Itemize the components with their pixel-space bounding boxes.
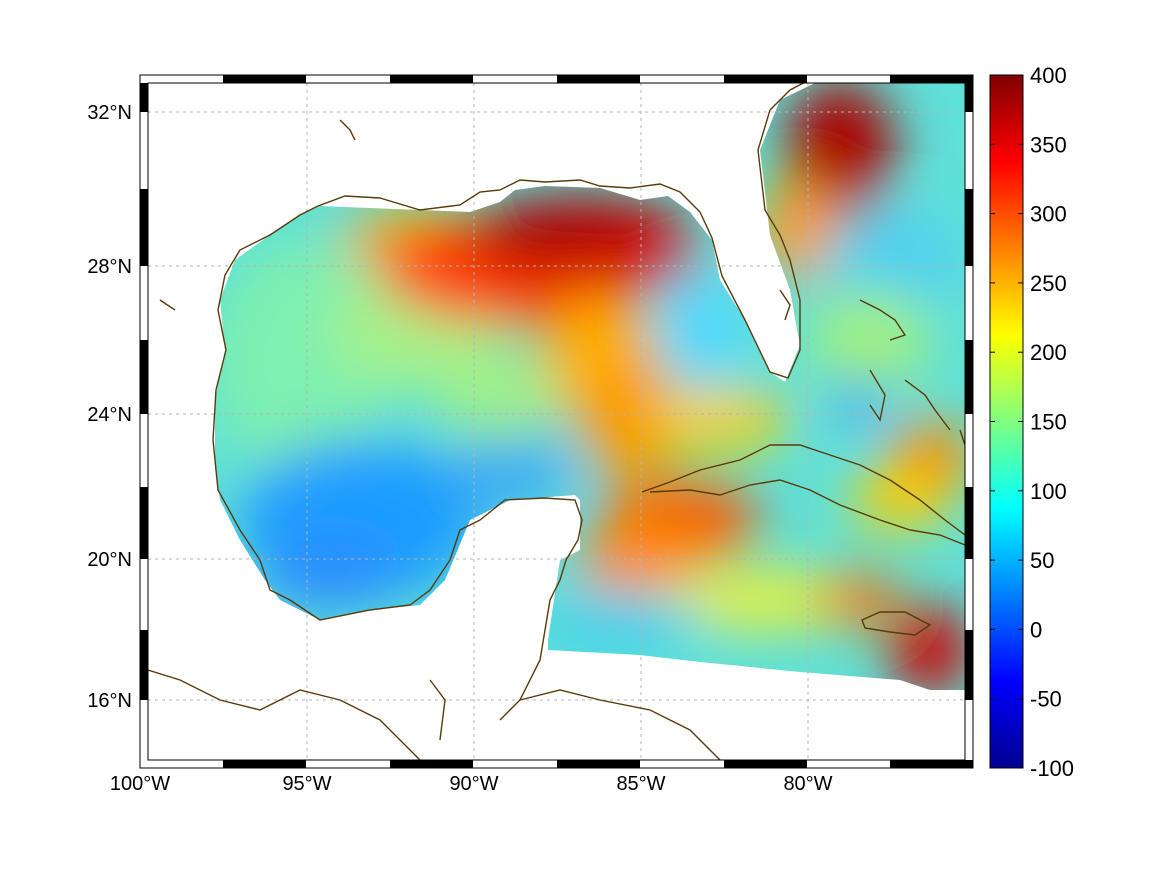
x-axis-ticks: 100°W 95°W 90°W 85°W 80°W [110, 773, 833, 795]
colorbar-tick-label: 350 [1030, 132, 1067, 157]
colorbar-tick-label: -50 [1030, 687, 1062, 712]
colorbar: 400 350 300 250 200 150 100 50 0 -50 -100 [989, 63, 1074, 781]
colorbar-tick-label: 200 [1030, 340, 1067, 365]
colorbar-tick-label: -100 [1030, 756, 1074, 781]
coastlines [148, 83, 965, 760]
y-tick-label: 28°N [87, 256, 132, 278]
map-frame [139, 74, 974, 769]
colorbar-tick-label: 400 [1030, 63, 1067, 88]
colorbar-tick-label: 50 [1030, 548, 1054, 573]
x-tick-label: 100°W [110, 773, 170, 795]
colorbar-tick-label: 0 [1030, 617, 1042, 642]
colorbar-tick-label: 300 [1030, 202, 1067, 227]
y-axis-ticks: 32°N 28°N 24°N 20°N 16°N [87, 102, 132, 712]
y-tick-label: 24°N [87, 404, 132, 426]
grid-lines [148, 83, 965, 760]
x-tick-label: 95°W [282, 773, 331, 795]
y-tick-label: 32°N [87, 102, 132, 124]
x-tick-label: 85°W [616, 773, 665, 795]
x-tick-label: 80°W [783, 773, 832, 795]
colorbar-ticks: 400 350 300 250 200 150 100 50 0 -50 -100 [990, 63, 1074, 781]
x-tick-label: 90°W [449, 773, 498, 795]
y-tick-label: 16°N [87, 690, 132, 712]
colorbar-tick-label: 250 [1030, 271, 1067, 296]
y-tick-label: 20°N [87, 549, 132, 571]
colorbar-tick-label: 150 [1030, 410, 1067, 435]
data-field [215, 83, 965, 690]
colorbar-tick-label: 100 [1030, 479, 1067, 504]
